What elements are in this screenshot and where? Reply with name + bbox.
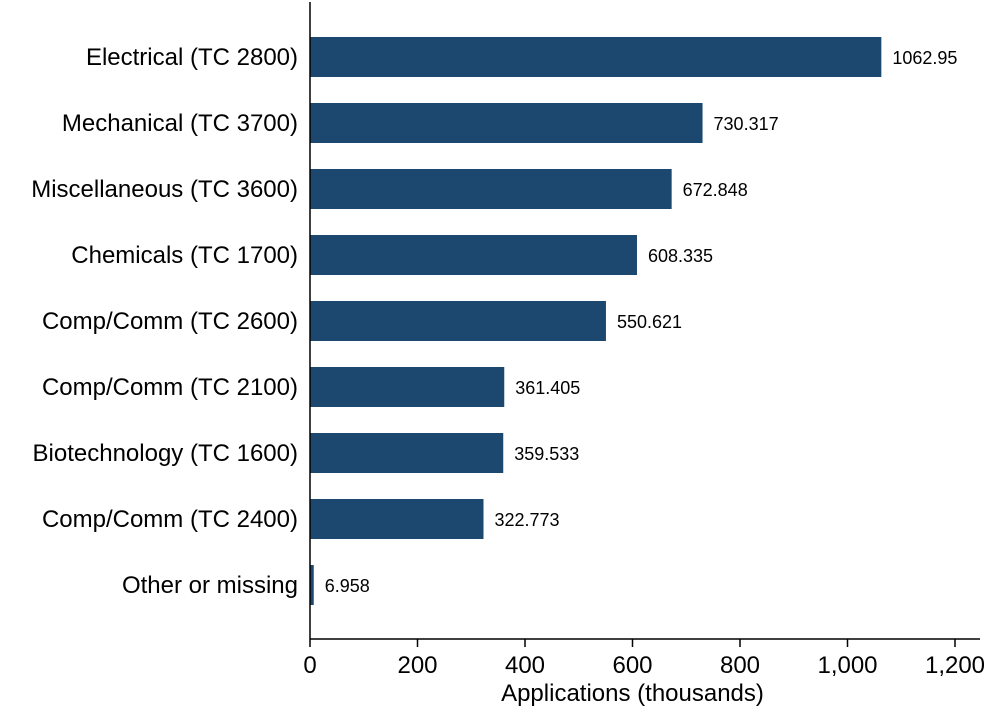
bar	[310, 565, 314, 605]
x-tick-label: 200	[397, 652, 437, 679]
x-tick-label: 400	[505, 652, 545, 679]
value-label: 361.405	[515, 378, 580, 398]
bar	[310, 433, 504, 473]
bar	[310, 301, 606, 341]
category-labels: Electrical (TC 2800) Mechanical (TC 3700)…	[31, 44, 298, 599]
x-tick-label: 1,200	[925, 652, 985, 679]
category-label: Biotechnology (TC 1600)	[33, 440, 298, 467]
value-label: 608.335	[648, 246, 713, 266]
category-label: Mechanical (TC 3700)	[62, 110, 298, 137]
value-label: 6.958	[325, 576, 370, 596]
axes	[309, 2, 980, 640]
category-label: Electrical (TC 2800)	[86, 44, 298, 71]
category-label: Miscellaneous (TC 3600)	[31, 176, 298, 203]
value-label: 1062.95	[892, 48, 957, 68]
x-tick-label: 0	[303, 652, 316, 679]
x-tick-label: 1,000	[817, 652, 877, 679]
bar	[310, 169, 672, 209]
value-label: 672.848	[683, 180, 748, 200]
bar	[310, 499, 484, 539]
category-label: Chemicals (TC 1700)	[71, 242, 298, 269]
x-axis-title: Applications (thousands)	[501, 680, 764, 707]
bar	[310, 367, 505, 407]
value-label: 550.621	[617, 312, 682, 332]
bar	[310, 37, 882, 77]
value-label: 359.533	[514, 444, 579, 464]
x-axis-ticks: 0 200 400 600 800 1,000 1,200	[303, 639, 985, 679]
category-label: Other or missing	[122, 572, 298, 599]
x-tick-label: 600	[612, 652, 652, 679]
value-label: 322.773	[494, 510, 559, 530]
category-label: Comp/Comm (TC 2600)	[42, 308, 298, 335]
value-label: 730.317	[714, 114, 779, 134]
x-tick-label: 800	[720, 652, 760, 679]
category-label: Comp/Comm (TC 2400)	[42, 506, 298, 533]
bar	[310, 235, 637, 275]
bars-layer	[310, 37, 882, 605]
category-label: Comp/Comm (TC 2100)	[42, 374, 298, 401]
bar	[310, 103, 703, 143]
value-labels: 1062.95 730.317 672.848 608.335 550.621 361.4…	[325, 48, 958, 596]
